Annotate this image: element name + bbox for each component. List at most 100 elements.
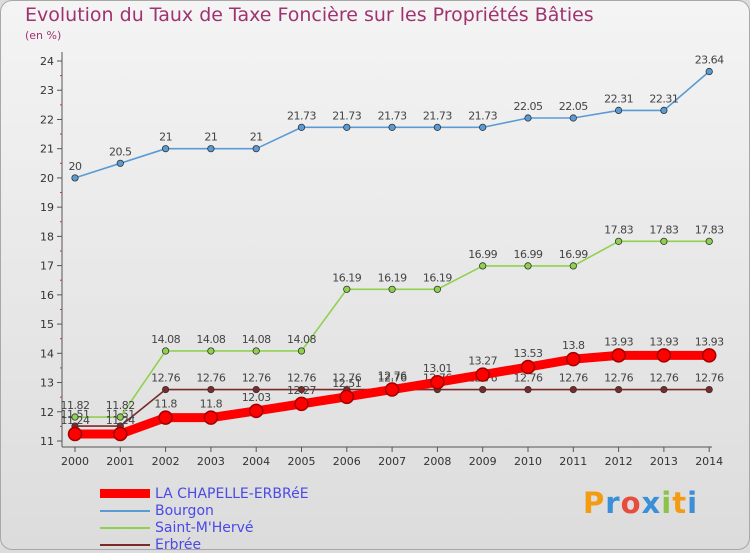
data-label: 12.76 bbox=[332, 372, 361, 385]
data-label: 13.01 bbox=[423, 362, 452, 375]
legend-label: Saint-M'Hervé bbox=[155, 519, 254, 536]
data-label: 23.64 bbox=[695, 54, 724, 67]
data-label: 21 bbox=[204, 131, 217, 144]
data-label: 13.8 bbox=[562, 339, 585, 352]
y-tick-label: 22 bbox=[40, 113, 54, 126]
data-point bbox=[203, 410, 219, 425]
legend-swatch bbox=[100, 509, 150, 512]
data-point bbox=[248, 403, 264, 419]
data-label: 16.99 bbox=[559, 248, 588, 261]
data-point bbox=[162, 145, 170, 153]
legend-label: LA CHAPELLE-ERBRéE bbox=[155, 485, 309, 502]
data-point bbox=[343, 285, 351, 293]
y-tick-label: 19 bbox=[40, 201, 54, 214]
data-point bbox=[339, 389, 355, 405]
x-tick-label: 2000 bbox=[61, 455, 89, 468]
y-tick-label: 16 bbox=[40, 289, 54, 302]
data-label: 16.19 bbox=[378, 271, 407, 284]
x-tick-label: 2002 bbox=[152, 455, 180, 468]
data-label: 12.76 bbox=[649, 372, 678, 385]
data-point bbox=[569, 262, 577, 270]
y-tick-label: 11 bbox=[40, 435, 54, 448]
x-tick-label: 2008 bbox=[423, 455, 451, 468]
y-tick-label: 24 bbox=[40, 55, 54, 68]
data-label: 12.76 bbox=[378, 370, 407, 383]
data-point bbox=[252, 145, 260, 153]
data-point bbox=[158, 410, 173, 425]
data-point bbox=[207, 145, 215, 153]
proxiti-logo: Proxiti bbox=[583, 486, 698, 520]
data-label: 21.73 bbox=[287, 109, 316, 122]
data-point bbox=[524, 385, 532, 394]
legend-swatch bbox=[100, 543, 150, 546]
legend-item: Saint-M'Hervé bbox=[100, 519, 309, 536]
data-point bbox=[294, 396, 309, 412]
data-point bbox=[433, 285, 441, 293]
data-point bbox=[660, 106, 668, 115]
data-point bbox=[660, 385, 668, 394]
y-tick-label: 21 bbox=[40, 143, 54, 156]
data-point bbox=[207, 347, 215, 355]
data-point bbox=[433, 123, 441, 131]
data-label: 12.76 bbox=[695, 372, 724, 385]
data-label: 16.99 bbox=[468, 248, 497, 261]
data-label: 22.31 bbox=[649, 92, 678, 105]
data-point bbox=[656, 348, 672, 363]
y-tick-label: 17 bbox=[40, 260, 54, 273]
y-tick-label: 15 bbox=[40, 318, 54, 331]
data-point bbox=[479, 262, 487, 270]
data-label: 11.8 bbox=[200, 398, 223, 411]
data-point bbox=[162, 347, 170, 355]
logo-letter: i bbox=[687, 486, 699, 520]
data-point bbox=[71, 413, 79, 421]
data-point bbox=[705, 67, 713, 76]
x-tick-label: 2007 bbox=[378, 455, 406, 468]
data-point bbox=[660, 237, 668, 245]
data-point bbox=[252, 385, 260, 394]
data-label: 11.8 bbox=[154, 398, 177, 411]
y-tick-label: 18 bbox=[40, 230, 54, 243]
legend-item: Erbrée bbox=[100, 536, 309, 553]
x-tick-label: 2011 bbox=[559, 455, 587, 468]
data-label: 12.27 bbox=[287, 384, 316, 397]
data-label: 11.82 bbox=[61, 399, 90, 412]
data-label: 11.82 bbox=[106, 399, 135, 412]
data-point bbox=[388, 123, 396, 131]
data-point bbox=[614, 106, 623, 115]
data-point bbox=[162, 385, 170, 394]
data-label: 13.53 bbox=[514, 347, 543, 360]
data-label: 21.73 bbox=[468, 109, 497, 122]
data-point bbox=[520, 359, 536, 375]
data-label: 12.76 bbox=[196, 372, 225, 385]
data-label: 11.24 bbox=[106, 414, 135, 427]
data-point bbox=[71, 174, 79, 182]
x-tick-label: 2010 bbox=[514, 455, 542, 468]
data-label: 21.73 bbox=[332, 109, 361, 122]
data-label: 14.08 bbox=[196, 333, 225, 346]
data-point bbox=[475, 367, 490, 382]
data-point bbox=[479, 385, 487, 394]
x-tick-label: 2004 bbox=[242, 455, 270, 468]
x-tick-label: 2006 bbox=[333, 455, 361, 468]
data-point bbox=[297, 385, 306, 394]
data-label: 12.76 bbox=[287, 372, 316, 385]
y-tick-label: 13 bbox=[40, 377, 54, 390]
data-point bbox=[569, 114, 577, 122]
data-label: 14.08 bbox=[151, 333, 180, 346]
data-label: 17.83 bbox=[604, 223, 633, 236]
logo-letter: o bbox=[620, 486, 642, 520]
data-label: 12.76 bbox=[604, 372, 633, 385]
logo-letter: P bbox=[583, 486, 606, 520]
x-tick-label: 2013 bbox=[650, 455, 678, 468]
data-point bbox=[611, 348, 626, 363]
data-label: 13.93 bbox=[695, 335, 724, 348]
data-label: 16.19 bbox=[423, 271, 452, 284]
data-point bbox=[479, 123, 487, 131]
data-label: 21 bbox=[159, 131, 172, 144]
y-tick-label: 12 bbox=[40, 406, 54, 419]
data-label: 12.76 bbox=[151, 372, 180, 385]
y-tick-label: 23 bbox=[40, 84, 54, 97]
data-point bbox=[524, 114, 532, 122]
data-point bbox=[343, 123, 351, 131]
data-point bbox=[297, 123, 306, 131]
